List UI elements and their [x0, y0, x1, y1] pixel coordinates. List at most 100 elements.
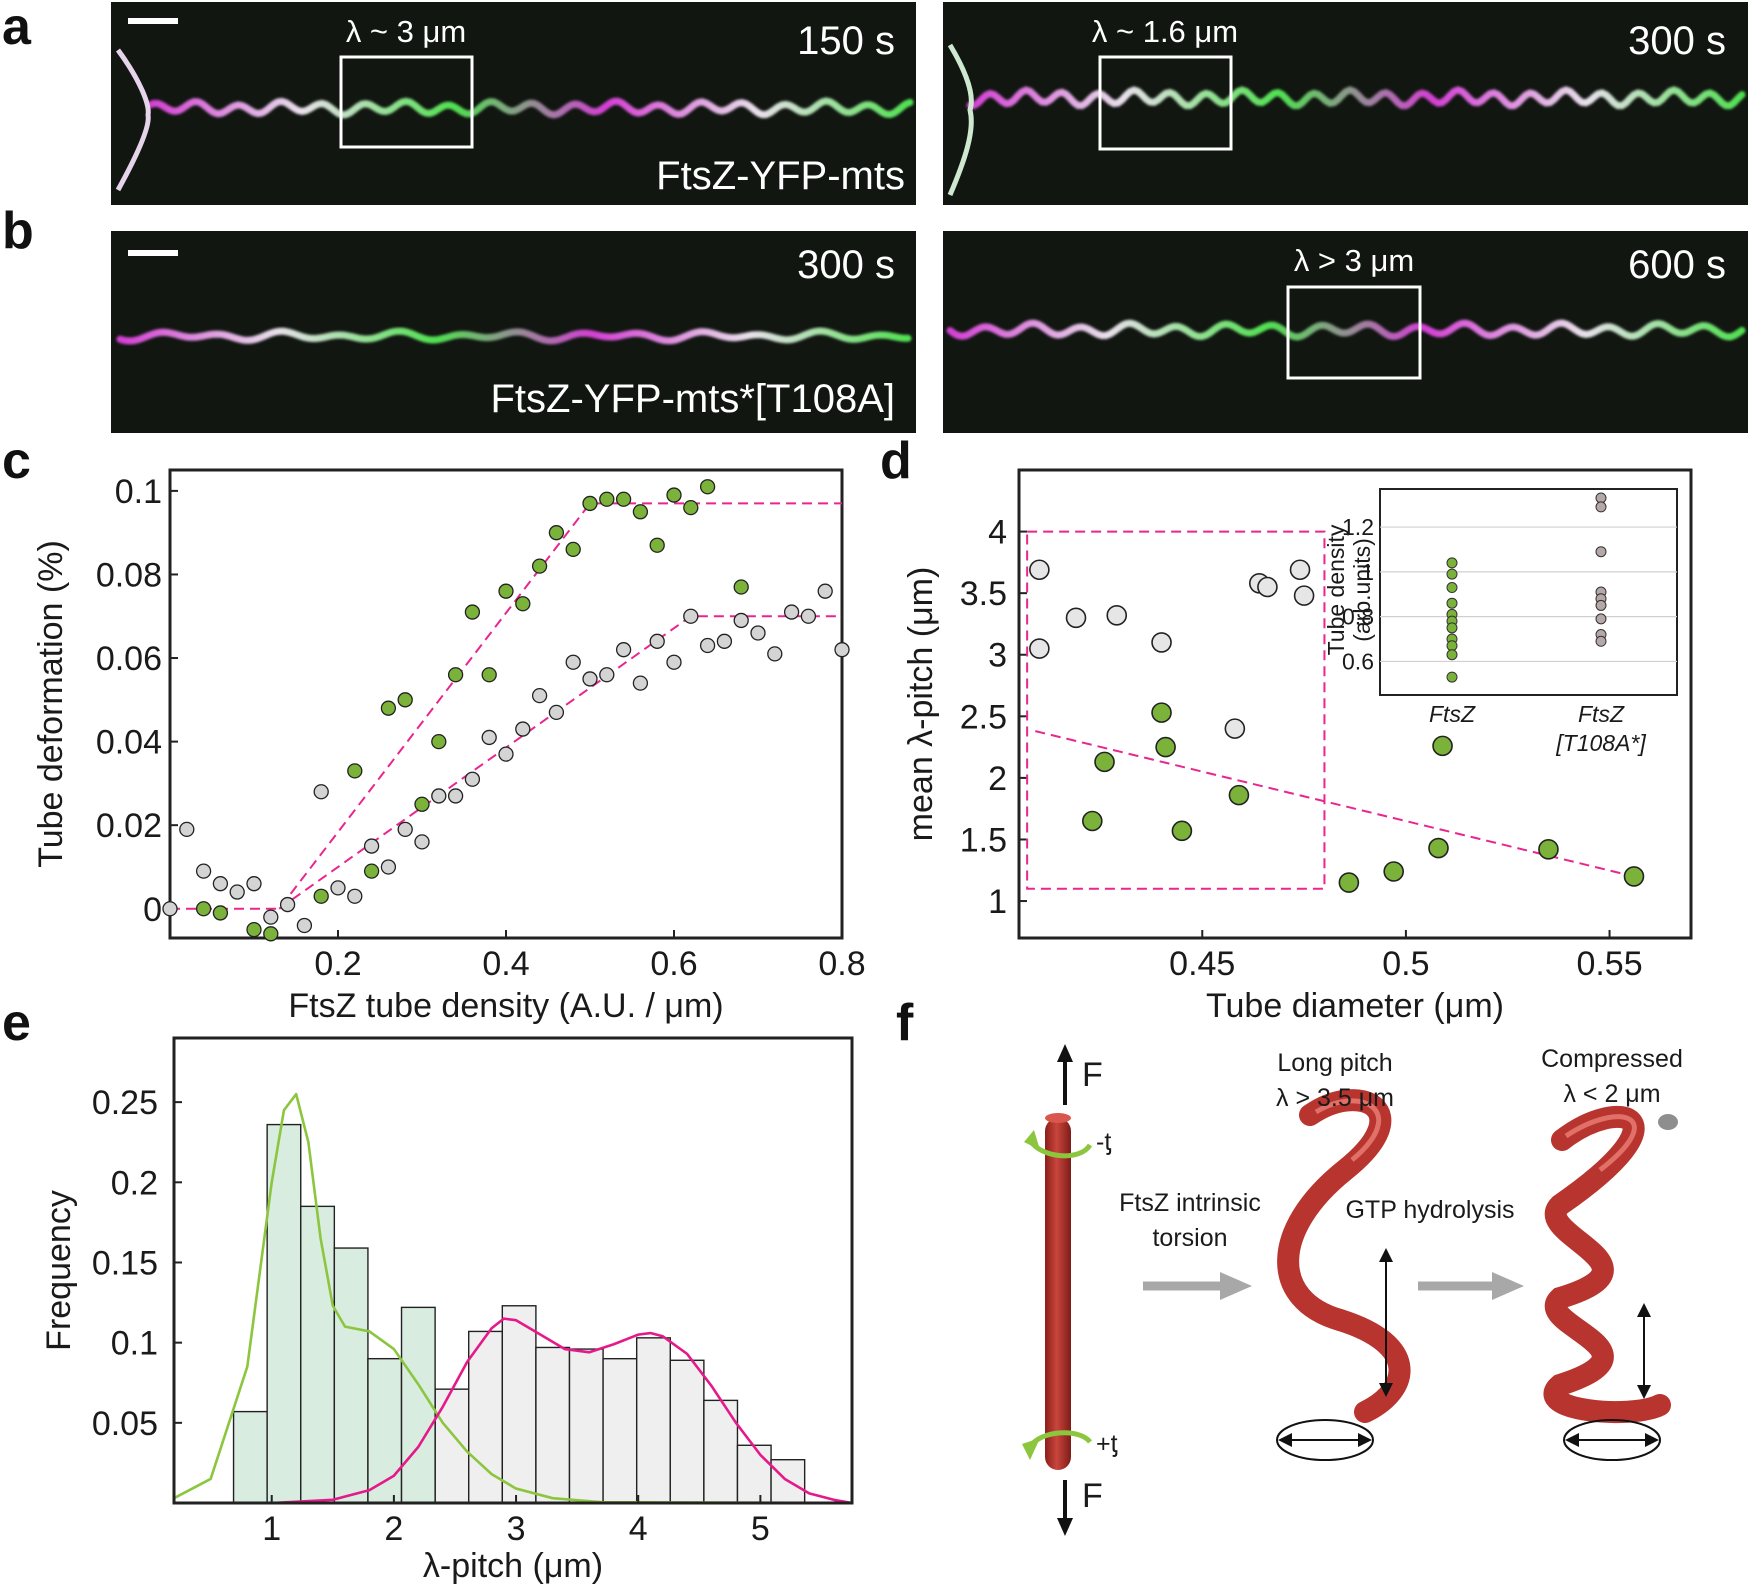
y-axis-label: Tube deformation (%)	[32, 540, 70, 868]
time-label: 300 s	[797, 243, 895, 287]
data-point	[1065, 607, 1087, 629]
step2-label: GTP hydrolysis	[1345, 1196, 1514, 1224]
data-point	[716, 633, 733, 649]
inset-data-point	[1446, 671, 1458, 683]
inset-data-point	[1595, 635, 1607, 647]
data-point	[363, 838, 380, 854]
data-point	[162, 901, 178, 917]
data-point	[229, 884, 245, 900]
panel-label-a: a	[2, 0, 32, 56]
data-point	[1106, 605, 1128, 626]
time-label: 150 s	[797, 19, 895, 63]
inset-data-point	[1595, 613, 1607, 625]
data-point	[414, 796, 430, 812]
x-tick-label: 1	[262, 1510, 281, 1548]
data-point	[1224, 718, 1246, 739]
construct-label: FtsZ-YFP-mts*[T108A]	[491, 377, 896, 421]
data-point	[1171, 820, 1193, 842]
data-point	[212, 876, 229, 892]
y-tick-label: 0.1	[115, 473, 162, 511]
data-point	[246, 921, 262, 938]
panel-label-f: f	[896, 994, 914, 1052]
y-tick-label: 0.05	[92, 1405, 158, 1443]
data-point	[1293, 585, 1315, 606]
data-point	[834, 642, 850, 658]
inset-data-point	[1595, 546, 1607, 558]
data-point	[481, 729, 497, 746]
data-point	[531, 687, 548, 704]
y-tick-label: 0.2	[111, 1164, 158, 1202]
y-tick-label: 0.1	[111, 1325, 158, 1363]
inset-data-point	[1446, 622, 1458, 634]
x-tick-label: 0.2	[314, 945, 361, 983]
data-point	[515, 721, 531, 737]
data-point	[548, 525, 565, 541]
data-point	[615, 642, 632, 658]
y-tick-label: 0	[143, 891, 162, 929]
micrograph-panels: λ ~ 3 μm 150 s FtsZ-YFP-mts λ ~ 1.6 μm 3…	[111, 2, 1748, 433]
y-axis-label: mean λ-pitch (μm)	[902, 567, 940, 842]
histogram-bar	[602, 1357, 638, 1504]
data-point	[666, 487, 682, 503]
data-point	[1151, 632, 1172, 653]
data-point	[397, 692, 413, 708]
membrane-tube	[116, 327, 912, 345]
data-point	[649, 633, 665, 649]
force-label-top: F	[1082, 1056, 1103, 1094]
data-point	[750, 625, 766, 641]
inset-y-tick-label: 1	[1361, 559, 1374, 585]
inset-data-point	[1446, 568, 1458, 580]
data-point	[246, 876, 262, 892]
schematic-f: F F -ƫ +ƫ FtsZ intrinsic torsion GTP hyd…	[1022, 1044, 1683, 1536]
data-point	[414, 834, 430, 850]
data-point	[447, 788, 464, 804]
data-point	[347, 888, 363, 904]
straight-tube	[1045, 1118, 1071, 1470]
state1-line1: Long pitch	[1277, 1049, 1392, 1077]
histogram-bar	[232, 1410, 268, 1504]
data-point	[800, 608, 817, 624]
histogram-bar	[669, 1359, 705, 1504]
data-point	[767, 646, 783, 662]
roi-box	[1286, 285, 1422, 380]
data-point	[1432, 735, 1453, 757]
data-point	[582, 495, 598, 512]
inset-y-tick-label: 0.8	[1342, 604, 1374, 630]
state2-line1: Compressed	[1541, 1045, 1683, 1073]
membrane-edge	[115, 48, 151, 192]
histogram-bar	[333, 1247, 369, 1504]
histogram-bar	[501, 1305, 537, 1504]
scale-bar	[128, 18, 178, 24]
data-point	[1029, 559, 1050, 581]
inset-frame	[1379, 488, 1678, 696]
data-point	[263, 909, 279, 925]
histogram-bar	[535, 1346, 571, 1504]
x-tick-label: 0.8	[818, 945, 865, 983]
data-point	[565, 541, 581, 558]
panel-label-c: c	[2, 432, 31, 490]
inset-category-label: [T108A*]	[1555, 730, 1646, 756]
histogram-bar	[468, 1330, 504, 1504]
data-point	[481, 667, 497, 683]
data-point	[632, 504, 649, 520]
data-point	[447, 667, 464, 683]
construct-label: FtsZ-YFP-mts	[656, 154, 905, 198]
panel-label-d: d	[880, 432, 912, 490]
membrane-tube	[146, 97, 914, 119]
inset-y-tick-label: 0.6	[1342, 648, 1374, 674]
data-point	[1289, 559, 1311, 581]
x-tick-label: 5	[751, 1510, 770, 1548]
data-point	[683, 608, 699, 624]
x-tick-label: 0.45	[1169, 945, 1235, 983]
state2-line2: λ < 2 μm	[1563, 1080, 1660, 1108]
fit-line	[278, 615, 842, 910]
data-point	[1094, 751, 1115, 773]
micrograph-b-left: 300 s FtsZ-YFP-mts*[T108A]	[111, 231, 916, 433]
state1-line2: λ > 3.5 μm	[1276, 1084, 1394, 1112]
roi-box	[1098, 55, 1233, 151]
inset-data-point	[1446, 582, 1458, 594]
data-point	[1383, 861, 1404, 882]
data-point	[431, 788, 447, 804]
y-axis-label: Frequency	[40, 1190, 78, 1351]
y-tick-label: 2.5	[960, 698, 1007, 736]
